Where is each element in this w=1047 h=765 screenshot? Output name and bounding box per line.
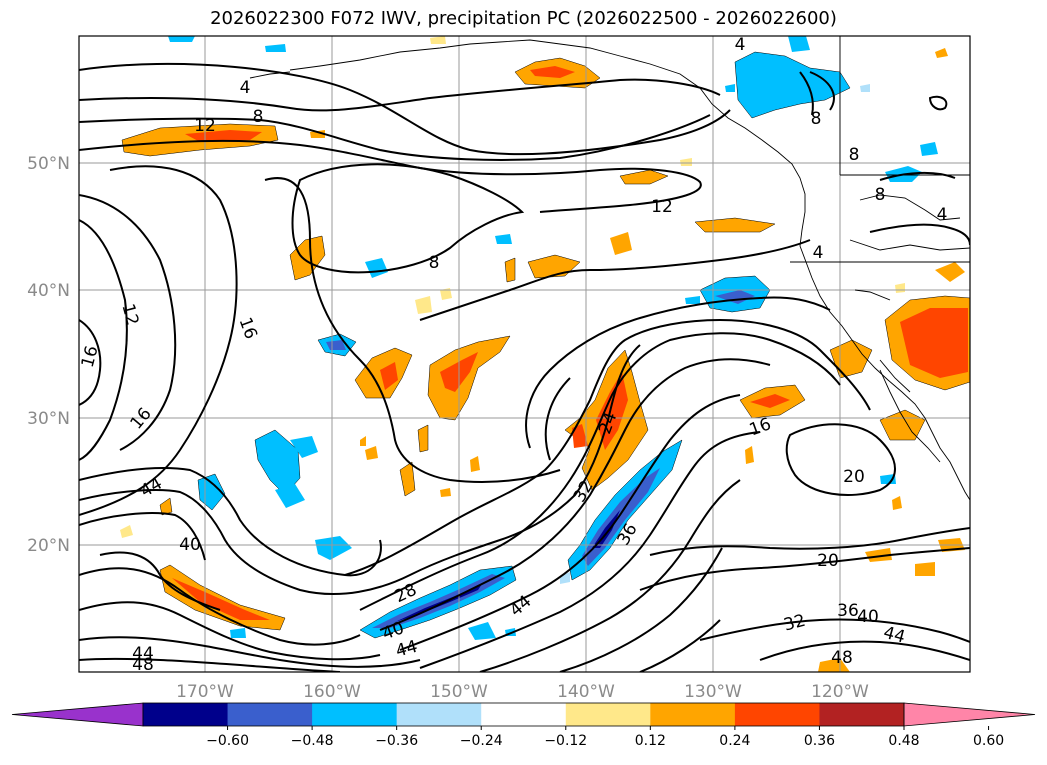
contour-label: 8 (811, 109, 822, 129)
contour-label: 8 (429, 253, 440, 273)
colorbar-bin (143, 703, 229, 726)
contour-label: 4 (735, 35, 746, 55)
lon-label: 160°W (303, 682, 361, 702)
colorbar-extend-max (903, 702, 1036, 727)
colorbar-bin (396, 703, 482, 726)
colorbar-bin (650, 703, 736, 726)
contour-label: 48 (132, 655, 154, 675)
contour-label: 8 (849, 145, 860, 165)
chart-title: 2026022300 F072 IWV, precipitation PC (2… (210, 8, 837, 29)
contour-label: 36 (837, 601, 859, 621)
colorbar-frame (142, 702, 905, 727)
contour-label: 4 (240, 78, 251, 98)
coastlines (249, 36, 970, 501)
map-frame (78, 35, 971, 673)
contour-label: 8 (875, 185, 886, 205)
lon-label: 130°W (684, 682, 742, 702)
colorbar-tick-label: 0.24 (719, 733, 750, 749)
lat-label: 50°N (27, 154, 70, 174)
contour-label: 20 (843, 467, 865, 487)
contour-label: 16 (78, 344, 103, 370)
colorbar-tick-label: 0.12 (635, 733, 666, 749)
colorbar-tick-label: 0.60 (973, 733, 1004, 749)
precip-negative-shading (168, 36, 938, 640)
colorbar-tick-label: 0.36 (804, 733, 835, 749)
contour-label: 40 (179, 535, 201, 555)
contour-label: 44 (132, 644, 154, 664)
colorbar-tick-label: −0.48 (291, 733, 334, 749)
lat-label: 20°N (27, 536, 70, 556)
colorbar-bin (481, 703, 567, 726)
colorbar-bin (565, 703, 651, 726)
colorbar-bin (734, 703, 820, 726)
colorbar-bin (312, 703, 398, 726)
iwv-contours (79, 62, 970, 672)
colorbar-tick-label: −0.24 (460, 733, 503, 749)
colorbar-tick-label: 0.48 (888, 733, 919, 749)
contour-label: 8 (253, 107, 264, 127)
longitude-labels: 170°W 160°W 150°W 140°W 130°W 120°W (176, 682, 869, 702)
colorbar-tick-label: −0.12 (544, 733, 587, 749)
colorbar: −0.60 −0.48 −0.36 −0.24 −0.12 0.12 0.24 0.36 0.4… (11, 702, 1036, 749)
lat-label: 40°N (27, 281, 70, 301)
contour-label: 12 (194, 116, 216, 136)
lon-label: 150°W (430, 682, 488, 702)
contour-label: 4 (937, 205, 948, 225)
contour-label: 40 (857, 607, 879, 627)
lon-label: 140°W (557, 682, 615, 702)
colorbar-tick-label: −0.36 (375, 733, 418, 749)
contour-label: 12 (651, 197, 673, 217)
lat-label: 30°N (27, 409, 70, 429)
lon-label: 120°W (811, 682, 869, 702)
map-area: 4 4 8 12 8 12 16 16 12 16 44 40 28 40 44… (78, 35, 970, 675)
contour-label: 20 (817, 551, 839, 571)
contour-label: 48 (831, 648, 853, 668)
colorbar-tick-label: −0.60 (206, 733, 249, 749)
colorbar-bin (227, 703, 313, 726)
colorbar-bin (819, 703, 905, 726)
colorbar-extend-min (11, 702, 144, 727)
lon-label: 170°W (176, 682, 234, 702)
contour-label: 4 (813, 243, 824, 263)
latitude-labels: 50°N 40°N 30°N 20°N (27, 154, 70, 556)
